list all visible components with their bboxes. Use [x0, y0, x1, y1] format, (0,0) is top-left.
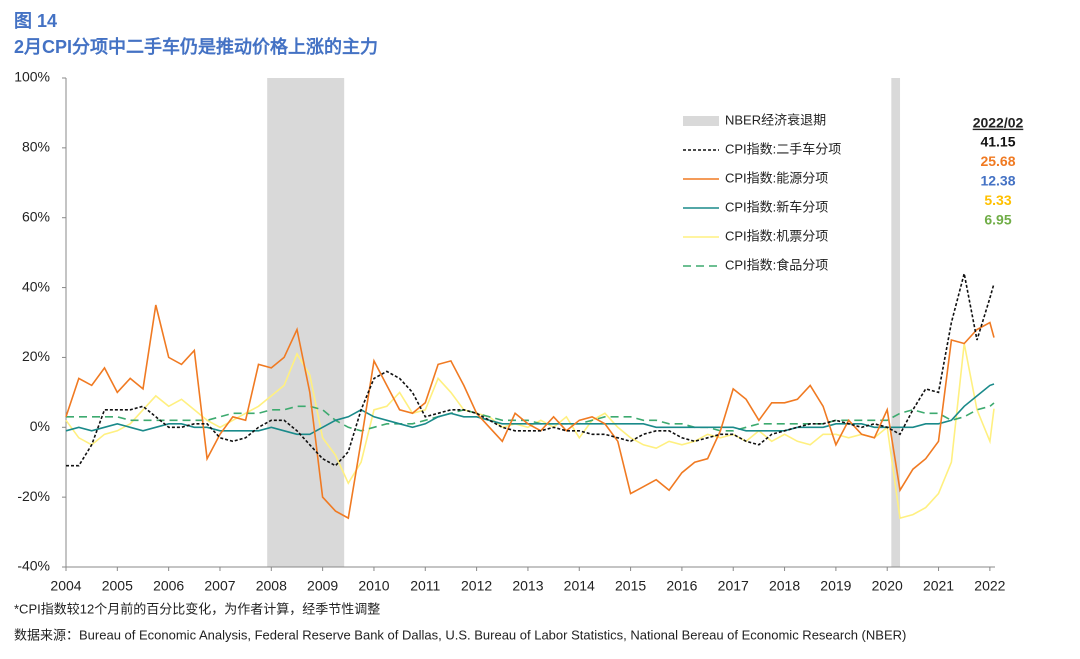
figure-number: 图 14	[14, 11, 57, 31]
x-tick-label: 2015	[615, 578, 646, 594]
x-tick-label: 2013	[512, 578, 543, 594]
legend-swatch	[683, 116, 719, 126]
x-tick-label: 2006	[153, 578, 184, 594]
y-tick-label: 0%	[30, 418, 50, 434]
x-tick-label: 2016	[666, 578, 697, 594]
y-tick-label: 80%	[22, 139, 50, 155]
y-tick-label: 60%	[22, 208, 50, 224]
series-line	[66, 273, 995, 467]
x-tick-label: 2021	[923, 578, 954, 594]
y-tick-label: -20%	[17, 488, 50, 504]
x-tick-label: 2010	[358, 578, 389, 594]
legend-label: NBER经济衰退期	[725, 112, 826, 127]
y-tick-label: 20%	[22, 348, 50, 364]
y-tick-label: 100%	[14, 69, 50, 85]
x-tick-label: 2014	[564, 578, 595, 594]
recession-band	[267, 78, 345, 567]
legend-label: CPI指数:食品分项	[725, 257, 828, 272]
x-tick-label: 2020	[872, 578, 903, 594]
legend-label: CPI指数:能源分项	[725, 170, 828, 185]
chart-title: 2月CPI分项中二手车仍是推动价格上涨的主力	[14, 36, 378, 57]
series-line	[66, 402, 995, 432]
latest-header: 2022/02	[973, 115, 1024, 131]
latest-value: 25.68	[980, 153, 1015, 169]
x-tick-label: 2022	[974, 578, 1005, 594]
legend-label: CPI指数:二手车分项	[725, 141, 841, 156]
x-tick-label: 2008	[256, 578, 287, 594]
x-tick-label: 2011	[410, 578, 440, 594]
legend-label: CPI指数:新车分项	[725, 199, 828, 214]
legend-label: CPI指数:机票分项	[725, 228, 828, 243]
recession-band	[891, 78, 901, 567]
latest-value: 6.95	[984, 212, 1011, 228]
x-tick-label: 2004	[50, 578, 81, 594]
x-tick-label: 2017	[718, 578, 749, 594]
source: 数据来源：Bureau of Economic Analysis, Federa…	[14, 627, 906, 642]
x-tick-label: 2007	[204, 578, 235, 594]
x-tick-label: 2005	[102, 578, 133, 594]
latest-value: 41.15	[980, 134, 1015, 150]
x-tick-label: 2018	[769, 578, 800, 594]
latest-value: 12.38	[980, 173, 1015, 189]
latest-value: 5.33	[984, 192, 1011, 208]
y-tick-label: 40%	[22, 278, 50, 294]
x-tick-label: 2019	[820, 578, 851, 594]
note: *CPI指数较12个月前的百分比变化，为作者计算，经季节性调整	[14, 601, 380, 616]
series-line	[65, 304, 995, 520]
x-tick-label: 2012	[461, 578, 492, 594]
y-tick-label: -40%	[17, 558, 50, 574]
x-tick-label: 2009	[307, 578, 338, 594]
